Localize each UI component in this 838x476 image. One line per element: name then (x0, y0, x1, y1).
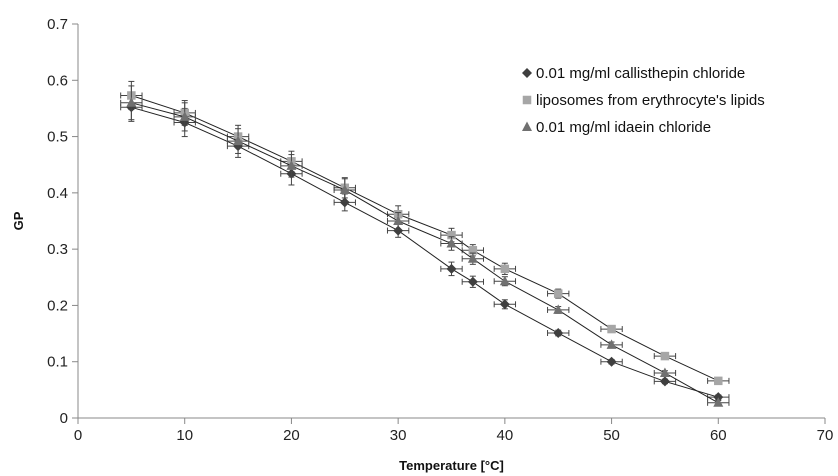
data-point (446, 238, 457, 248)
y-tick-label: 0.4 (47, 185, 68, 202)
legend-marker (522, 121, 532, 131)
legend-item: 0.01 mg/ml idaein chloride (522, 119, 711, 136)
x-tick-label: 40 (497, 427, 514, 444)
series-line (131, 106, 719, 398)
y-tick-label: 0.6 (47, 72, 68, 89)
data-point (607, 324, 616, 334)
y-tick-label: 0 (60, 410, 68, 427)
legend-label: 0.01 mg/ml idaein chloride (536, 119, 711, 136)
x-tick-label: 30 (390, 427, 407, 444)
data-point (553, 304, 564, 314)
x-axis-ticks: 0 10 20 30 40 50 60 70 (74, 418, 834, 444)
x-axis-label: Temperature [°C] (399, 458, 504, 473)
data-point (659, 376, 670, 387)
data-point (446, 263, 457, 274)
legend-marker (522, 68, 532, 78)
data-point (467, 276, 478, 287)
series-1 (120, 92, 730, 403)
x-tick-label: 70 (817, 427, 834, 444)
data-point (339, 197, 350, 208)
data-point (553, 328, 564, 339)
y-tick-label: 0.2 (47, 297, 68, 314)
data-point (660, 351, 670, 361)
y-axis-ticks: 0 0.1 0.2 0.3 0.4 0.5 0.6 0.7 (47, 16, 78, 427)
y-axis-label: GP (11, 211, 26, 230)
x-tick-label: 0 (74, 427, 82, 444)
data-point (659, 367, 670, 377)
x-tick-label: 50 (603, 427, 620, 444)
data-point (339, 184, 350, 195)
data-point (126, 97, 137, 107)
data-point (468, 246, 478, 255)
data-point (606, 356, 617, 367)
series-line (131, 102, 719, 404)
data-point (606, 339, 617, 349)
y-tick-label: 0.3 (47, 241, 68, 258)
x-tick-label: 10 (176, 427, 193, 444)
data-point (713, 392, 724, 403)
y-tick-label: 0.1 (47, 354, 68, 371)
data-point (499, 275, 510, 286)
series-3 (120, 85, 730, 407)
legend-label: 0.01 mg/ml callisthepin chloride (536, 65, 745, 82)
data-point (553, 289, 563, 298)
data-point (467, 253, 478, 263)
legend-marker (522, 95, 532, 105)
data-point (286, 160, 297, 170)
data-point (393, 225, 404, 236)
data-point (233, 135, 244, 146)
legend: 0.01 mg/ml callisthepin chloride liposome… (522, 65, 765, 136)
data-point (393, 215, 404, 225)
x-tick-label: 60 (710, 427, 727, 444)
data-point (713, 397, 724, 407)
data-point (499, 299, 510, 310)
legend-label: liposomes from erythrocyte's lipids (536, 92, 765, 109)
data-point (179, 111, 190, 121)
axes: 0 10 20 30 40 50 60 70 0 0.1 0.2 0.3 0.4 0.5 0.6 0.7 (47, 16, 833, 444)
data-point (447, 230, 456, 240)
plot-area (120, 80, 730, 407)
x-tick-label: 20 (283, 427, 300, 444)
data-point (714, 376, 723, 386)
y-tick-label: 0.5 (47, 129, 68, 146)
legend-item: liposomes from erythrocyte's lipids (522, 92, 765, 109)
data-point (500, 264, 510, 274)
y-tick-label: 0.7 (47, 16, 68, 33)
legend-item: 0.01 mg/ml callisthepin chloride (522, 65, 745, 82)
